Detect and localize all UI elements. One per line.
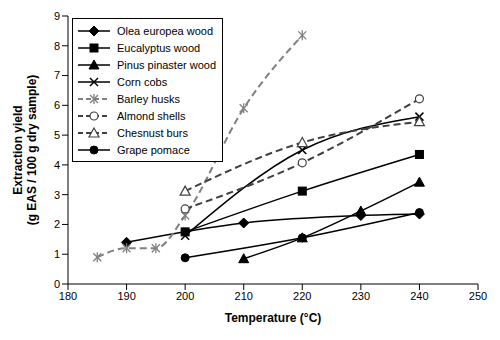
svg-text:Extraction yield: Extraction yield — [11, 105, 25, 194]
svg-text:9: 9 — [54, 10, 60, 22]
html-text:Barley husks: Barley husks — [117, 92, 180, 105]
svg-text:7: 7 — [54, 69, 60, 81]
svg-text:230: 230 — [352, 290, 370, 302]
svg-text:220: 220 — [293, 290, 311, 302]
html-text:Chesnust burs: Chesnust burs — [117, 126, 188, 139]
html-text:Almond shells: Almond shells — [117, 109, 186, 122]
svg-text:180: 180 — [59, 290, 77, 302]
svg-text:240: 240 — [410, 290, 428, 302]
svg-text:5: 5 — [54, 129, 60, 141]
html-text:Olea europea wood: Olea europea wood — [117, 24, 213, 37]
svg-text:2: 2 — [54, 218, 60, 230]
svg-text:8: 8 — [54, 40, 60, 52]
svg-text:190: 190 — [117, 290, 135, 302]
svg-text:3: 3 — [54, 189, 60, 201]
svg-text:(g EAS / 100 g dry sample): (g EAS / 100 g dry sample) — [25, 75, 39, 226]
html-text:Corn cobs: Corn cobs — [117, 75, 168, 88]
svg-text:250: 250 — [469, 290, 487, 302]
svg-text:6: 6 — [54, 99, 60, 111]
svg-text:210: 210 — [235, 290, 253, 302]
svg-text:1: 1 — [54, 248, 60, 260]
html-text:Pinus pinaster wood: Pinus pinaster wood — [117, 58, 217, 71]
svg-text:200: 200 — [176, 290, 194, 302]
svg-text:Temperature (°C): Temperature (°C) — [225, 311, 322, 325]
html-text:Grape pomace: Grape pomace — [117, 143, 190, 156]
svg-text:0: 0 — [54, 278, 60, 290]
html-text:Eucalyptus wood: Eucalyptus wood — [117, 41, 201, 54]
svg-text:4: 4 — [54, 159, 60, 171]
